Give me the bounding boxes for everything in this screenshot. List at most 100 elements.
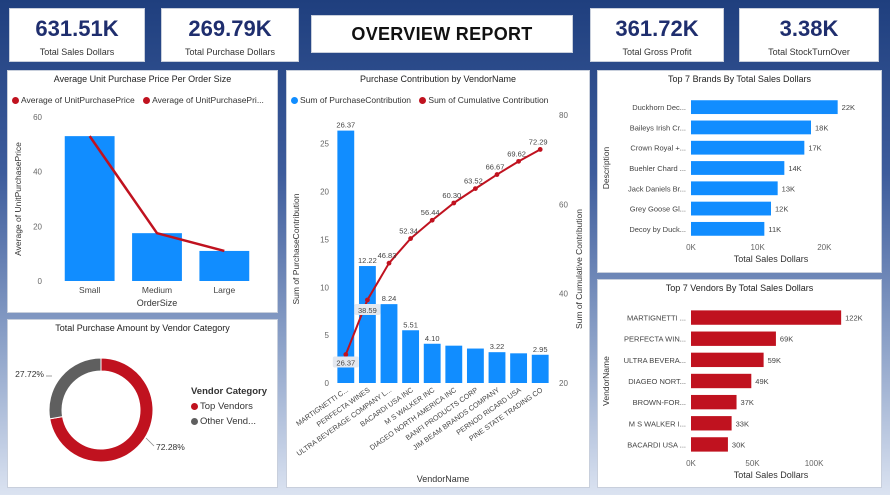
cumulative-point — [473, 186, 478, 192]
y-tick-label: DIAGEO NORT... — [628, 377, 686, 386]
series-line — [88, 135, 225, 253]
bar — [466, 348, 484, 383]
y-tick-label: 5 — [325, 331, 330, 340]
bar-data-label: 11K — [768, 225, 781, 234]
kpi-label: Total StockTurnOver — [768, 47, 850, 57]
slice-data-label: 27.72% — [15, 369, 44, 379]
x-tick-label: Small — [79, 285, 100, 295]
bar-data-label: 17K — [808, 144, 821, 153]
cumulative-point — [365, 297, 370, 303]
chart-title: Top 7 Vendors By Total Sales Dollars — [665, 283, 814, 293]
bar-data-label: 37K — [741, 398, 754, 407]
donut-slice — [48, 357, 102, 420]
x-axis-title: OrderSize — [137, 298, 178, 308]
x-tick-label: 0K — [686, 243, 696, 252]
slice-data-label: 72.28% — [156, 442, 185, 452]
y-tick-label: MARTIGNETTI ... — [627, 314, 686, 323]
y-tick-label: Decoy by Duck... — [629, 225, 686, 234]
legend-item: Average of UnitPurchasePrice — [12, 95, 135, 105]
bar-data-label: 12K — [775, 205, 788, 214]
kpi-label: Total Gross Profit — [622, 47, 692, 57]
line-label-bg — [332, 356, 359, 368]
kpi-label: Total Purchase Dollars — [184, 47, 276, 57]
y-tick-label: 25 — [320, 140, 329, 149]
bar — [488, 352, 506, 383]
vendor-category-chart: 72.28% 27.72% — [15, 357, 185, 463]
y2-tick-label: 40 — [559, 290, 568, 299]
legend-title: Vendor Category — [191, 386, 268, 397]
top-brands-card: Top 7 Brands By Total Sales Dollars Duck… — [597, 70, 882, 273]
bar-data-label: 14K — [788, 164, 801, 173]
bar-data-label: 69K — [780, 335, 793, 344]
bar — [380, 304, 398, 383]
y-tick-label: Crown Royal +... — [630, 144, 686, 153]
x-tick-label: Medium — [142, 285, 172, 295]
kpi-total-purchase: 269.79K Total Purchase Dollars — [161, 8, 299, 62]
top-vendors-chart: MARTIGNETTI ... 122K PERFECTA WIN... 69K ULT… — [601, 310, 863, 480]
chart-title: Top 7 Brands By Total Sales Dollars — [668, 74, 811, 84]
line-data-label: 46.83 — [378, 251, 397, 260]
kpi-total-sales: 631.51K Total Sales Dollars — [9, 8, 145, 62]
top-vendors-card: Top 7 Vendors By Total Sales Dollars MAR… — [597, 279, 882, 488]
bar — [531, 354, 549, 383]
bar-data-label: 12.22 — [358, 256, 377, 265]
y-tick-label: BACARDI USA ... — [627, 440, 686, 449]
line-data-label: 69.62 — [507, 149, 526, 158]
y-axis-title: Sum of PurchaseContribution — [291, 193, 301, 304]
y-tick-label: Duckhorn Dec... — [632, 103, 686, 112]
donut-slice — [49, 357, 154, 463]
bar-data-label: 4.10 — [425, 334, 440, 343]
bar-data-label: 33K — [736, 419, 749, 428]
bar-data-label: 13K — [782, 184, 795, 193]
x-tick-label: 100K — [805, 459, 824, 468]
bar — [64, 136, 115, 281]
bar — [691, 221, 765, 236]
line-data-label: 26.37 — [336, 359, 355, 368]
cumulative-point — [494, 172, 500, 177]
bar — [691, 352, 764, 368]
chart-title: Purchase Contribution by VendorName — [359, 74, 517, 84]
avg-unit-price-chart: 0 20 40 60 Small Medium Large OrderSize Average … — [13, 113, 250, 308]
legend-item: Top Vendors — [191, 401, 267, 412]
y-axis-title: VendorName — [601, 356, 611, 406]
kpi-value: 631.51K — [35, 16, 119, 41]
y2-tick-label: 20 — [559, 379, 568, 388]
line-data-label: 56.44 — [421, 208, 440, 217]
legend-label: Sum of PurchaseContribution — [300, 95, 412, 105]
y-tick-label: Baileys Irish Cr... — [630, 123, 686, 132]
chart-legend: Sum of PurchaseContribution Sum of Cumul… — [291, 95, 548, 105]
line-data-label: 66.67 — [486, 163, 505, 172]
line-label-bg — [354, 303, 381, 315]
cumulative-point — [537, 147, 543, 152]
report-title: OVERVIEW REPORT — [311, 15, 573, 53]
line-data-label: 60.30 — [442, 191, 461, 200]
y-tick-label: 0 — [38, 277, 43, 286]
y-tick-label: 60 — [33, 113, 42, 122]
kpi-gross-profit: 361.72K Total Gross Profit — [590, 8, 724, 62]
bar — [691, 120, 811, 135]
y-tick-label: 40 — [33, 168, 42, 177]
line-data-label: 63.52 — [464, 177, 483, 186]
cumulative-point — [343, 352, 349, 357]
bar — [691, 331, 776, 346]
bar — [445, 345, 463, 383]
bar — [337, 130, 355, 383]
y-tick-label: 20 — [320, 188, 329, 197]
bar-data-label: 2.95 — [533, 345, 548, 354]
bar-data-label: 3.22 — [490, 342, 505, 351]
bar — [132, 233, 182, 281]
bar — [691, 310, 842, 325]
y-tick-label: Grey Goose Gl... — [630, 205, 686, 214]
bar-data-label: 22K — [842, 103, 855, 112]
bar — [691, 201, 771, 216]
legend-item: Other Vend... — [191, 416, 267, 427]
bar — [691, 373, 752, 389]
bar — [691, 437, 728, 452]
bar — [691, 181, 778, 196]
cumulative-point — [451, 200, 457, 206]
bar — [199, 250, 250, 281]
bar-data-label: 59K — [768, 356, 781, 365]
line-data-label: 52.34 — [399, 227, 418, 236]
y-tick-label: 10 — [320, 283, 329, 292]
x-axis-title: VendorName — [417, 474, 470, 484]
